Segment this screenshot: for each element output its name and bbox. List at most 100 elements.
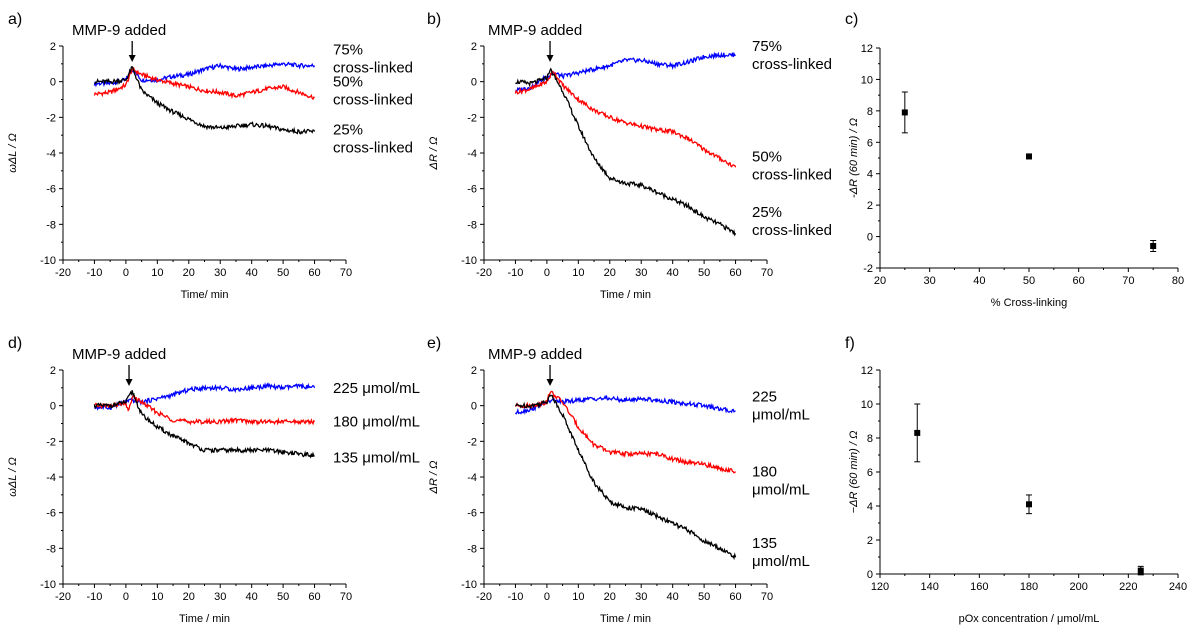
x-tick-label: 0 [544, 591, 550, 603]
y-tick-label: 8 [867, 106, 873, 118]
x-tick-label: -10 [86, 267, 102, 279]
panel-label: a) [8, 11, 22, 28]
series-label-3: 25% [333, 122, 363, 139]
annotation-arrow-head [128, 55, 136, 62]
x-tick-label: 60 [729, 267, 741, 279]
annotation-mmp9: MMP-9 added [72, 346, 166, 363]
y-tick-label: -8 [467, 219, 477, 231]
chart-panel-1: a)-20 -10 0 10 20 30 40 50 60 7020-2-4-6-8-10Time… [7, 11, 413, 301]
y-tick-label: 12 [861, 365, 873, 377]
x-tick-label: 40 [667, 591, 679, 603]
x-tick-label: 60 [308, 267, 320, 279]
y-axis-label: ωΔL / Ω [7, 133, 19, 172]
y-tick-label: -4 [46, 472, 56, 484]
x-axis-label: Time / min [600, 613, 651, 625]
data-point [1137, 567, 1144, 574]
series-label-2: 180 μmol/mL [333, 414, 420, 431]
y-axis-label: ωΔL / Ω [7, 457, 19, 496]
x-tick-label: 80 [1172, 275, 1184, 287]
x-tick-label: 160 [970, 581, 988, 593]
series-label-3: 135 [752, 535, 777, 552]
x-axis-label: Time / min [179, 613, 230, 625]
x-axis-label: pOx concentration / μmol/mL [959, 613, 1100, 625]
y-tick-label: 2 [471, 365, 477, 377]
y-tick-label: -6 [467, 508, 477, 520]
x-tick-label: 40 [246, 591, 258, 603]
x-tick-label: -20 [55, 591, 71, 603]
x-axis-label: % Cross-linking [991, 297, 1067, 309]
series-label-1: 75% [333, 41, 363, 58]
x-tick-label: -20 [55, 267, 71, 279]
panel-label: c) [845, 11, 858, 28]
y-tick-label: 4 [867, 501, 873, 513]
x-tick-label: 40 [667, 267, 679, 279]
x-tick-label: 20 [183, 591, 195, 603]
series-line-1 [93, 61, 316, 88]
y-tick-label: -10 [461, 579, 477, 591]
annotation-mmp9: MMP-9 added [72, 22, 166, 39]
x-tick-label: 60 [308, 591, 320, 603]
y-tick-label: 6 [867, 137, 873, 149]
y-tick-label: 12 [861, 43, 873, 55]
series-label-1: 75% [752, 38, 782, 55]
y-tick-label: 2 [471, 41, 477, 53]
x-tick-label: 10 [572, 591, 584, 603]
x-tick-label: 0 [123, 267, 129, 279]
data-point [914, 429, 921, 436]
series-line-2 [93, 66, 315, 101]
y-tick-label: -8 [46, 219, 56, 231]
series-label-1: μmol/mL [752, 407, 810, 424]
x-tick-label: 0 [544, 267, 550, 279]
y-tick-label: 10 [861, 74, 873, 86]
y-axis-label: −ΔR (60 min) / Ω [848, 431, 860, 514]
x-tick-label: 40 [246, 267, 258, 279]
chart-panel-6: f) 120 140 160 180 200 220 240 12 10 8 6 4 2 0 pOx conc… [845, 335, 1187, 625]
series-line-3 [515, 67, 737, 237]
series-label-2: μmol/mL [752, 482, 810, 499]
y-tick-label: -2 [467, 112, 477, 124]
x-tick-label: 70 [761, 267, 773, 279]
y-axis-label: -ΔR (60 min) / Ω [848, 118, 860, 198]
series-label-1: 225 μmol/mL [333, 380, 420, 397]
x-tick-label: 70 [761, 591, 773, 603]
x-tick-label: 140 [920, 581, 938, 593]
y-tick-label: -6 [46, 184, 56, 196]
y-tick-label: 6 [867, 467, 873, 479]
series-label-1: cross-linked [752, 56, 832, 73]
y-tick-label: 2 [50, 41, 56, 53]
series-line-1 [93, 382, 316, 411]
panel-label: b) [427, 11, 441, 28]
x-tick-label: 240 [1169, 581, 1187, 593]
x-tick-label: 20 [604, 267, 616, 279]
x-tick-label: 50 [277, 591, 289, 603]
y-tick-label: -4 [467, 472, 477, 484]
series-label-2: 50% [333, 74, 363, 91]
series-label-3: cross-linked [752, 222, 832, 239]
y-tick-label: 0 [50, 77, 56, 89]
series-line-3 [94, 66, 316, 135]
y-tick-label: -2 [46, 112, 56, 124]
y-tick-label: 10 [861, 399, 873, 411]
y-tick-label: 0 [50, 401, 56, 413]
x-tick-label: 10 [572, 267, 584, 279]
series-line-1 [514, 394, 736, 415]
series-line-2 [94, 395, 316, 426]
y-tick-label: 0 [867, 232, 873, 244]
y-tick-label: -4 [467, 148, 477, 160]
y-tick-label: -8 [46, 543, 56, 555]
y-axis-label: ΔR / Ω [428, 461, 440, 495]
x-tick-label: 180 [1020, 581, 1038, 593]
x-tick-label: -10 [507, 267, 523, 279]
chart-panel-4: d)-20 -10 0 10 20 30 40 50 60 7020-2-4-6-8-10Time… [7, 335, 420, 625]
y-tick-label: 2 [867, 200, 873, 212]
panel-label: f) [845, 335, 855, 352]
x-tick-label: 50 [698, 591, 710, 603]
y-tick-label: -8 [467, 543, 477, 555]
series-line-3 [515, 394, 737, 561]
series-label-3: 135 μmol/mL [333, 449, 420, 466]
y-tick-label: 8 [867, 433, 873, 445]
y-axis-label: ΔR / Ω [428, 137, 440, 171]
annotation-arrow-head [125, 379, 133, 386]
